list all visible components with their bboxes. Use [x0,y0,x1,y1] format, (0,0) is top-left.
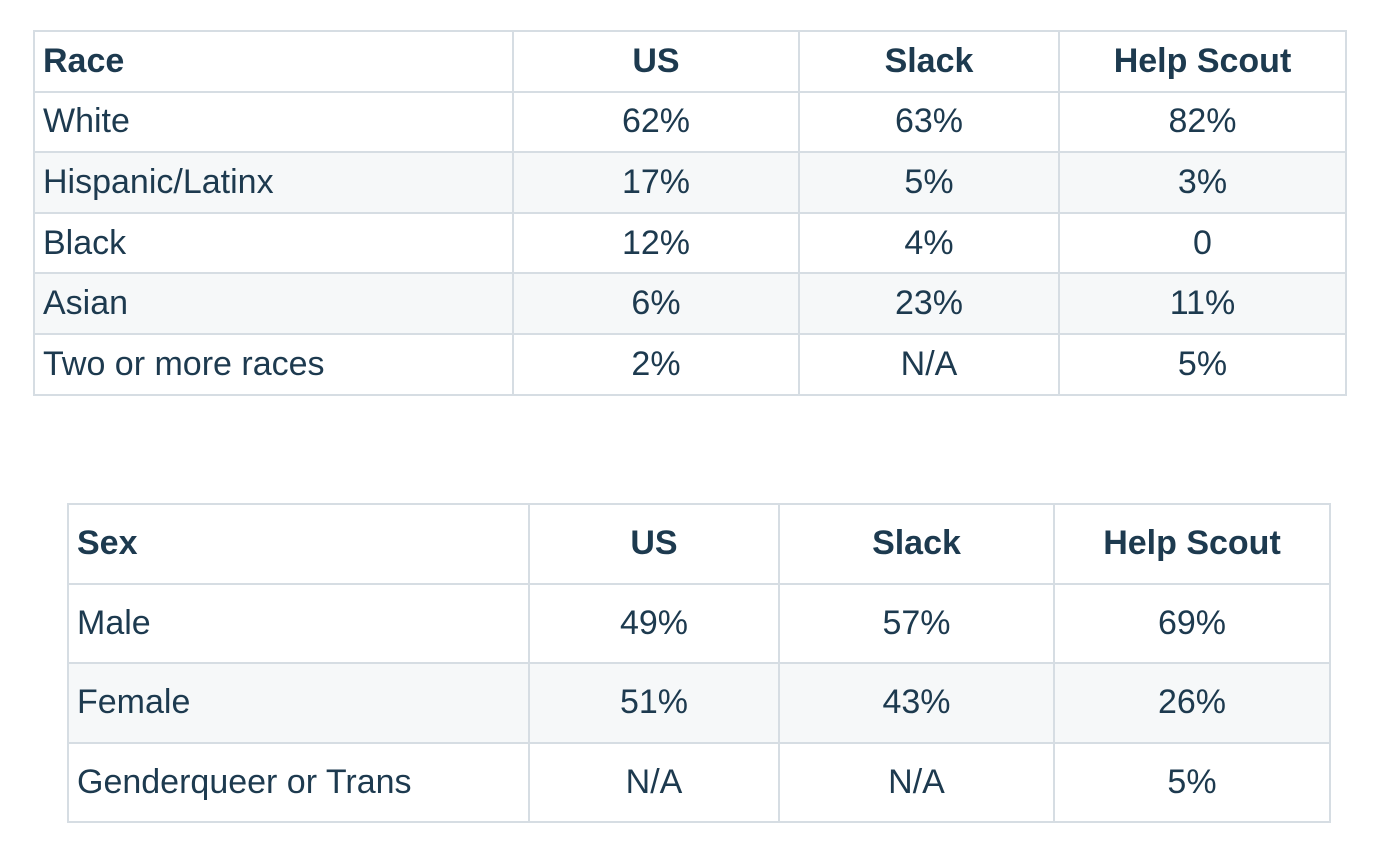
table-row: Asian 6% 23% 11% [33,272,1347,335]
row-label: Black [33,211,514,275]
row-label: Female [67,662,530,744]
cell-slack: 23% [798,272,1060,335]
table-row: Genderqueer or Trans N/A N/A 5% [67,741,1331,823]
header-us: US [528,503,780,585]
row-label: Genderqueer or Trans [67,741,530,823]
cell-us: 12% [512,211,800,275]
row-label: White [33,90,514,154]
header-slack: Slack [798,30,1060,93]
header-race: Race [33,30,514,93]
table-row: Two or more races 2% N/A 5% [33,332,1347,396]
cell-us: 49% [528,582,780,664]
cell-slack: N/A [778,741,1055,823]
row-label: Asian [33,272,514,335]
cell-help-scout: 11% [1058,272,1347,335]
race-table: Race US Slack Help Scout White 62% 63% 8… [33,30,1347,396]
cell-us: 17% [512,151,800,214]
cell-help-scout: 26% [1053,662,1331,744]
table-header-row: Sex US Slack Help Scout [67,503,1331,585]
header-help-scout: Help Scout [1058,30,1347,93]
cell-slack: 5% [798,151,1060,214]
cell-us: 6% [512,272,800,335]
header-us: US [512,30,800,93]
table-row: Hispanic/Latinx 17% 5% 3% [33,151,1347,214]
cell-us: N/A [528,741,780,823]
cell-help-scout: 3% [1058,151,1347,214]
row-label: Male [67,582,530,664]
header-sex: Sex [67,503,530,585]
cell-slack: 63% [798,90,1060,154]
cell-help-scout: 0 [1058,211,1347,275]
cell-help-scout: 82% [1058,90,1347,154]
row-label: Hispanic/Latinx [33,151,514,214]
table-row: Female 51% 43% 26% [67,662,1331,744]
cell-help-scout: 69% [1053,582,1331,664]
cell-slack: 4% [798,211,1060,275]
row-label: Two or more races [33,332,514,396]
table-row: Male 49% 57% 69% [67,582,1331,664]
cell-help-scout: 5% [1058,332,1347,396]
cell-us: 62% [512,90,800,154]
header-help-scout: Help Scout [1053,503,1331,585]
table-row: White 62% 63% 82% [33,90,1347,154]
cell-slack: N/A [798,332,1060,396]
cell-slack: 43% [778,662,1055,744]
cell-us: 51% [528,662,780,744]
header-slack: Slack [778,503,1055,585]
cell-slack: 57% [778,582,1055,664]
cell-us: 2% [512,332,800,396]
table-row: Black 12% 4% 0 [33,211,1347,275]
table-header-row: Race US Slack Help Scout [33,30,1347,93]
cell-help-scout: 5% [1053,741,1331,823]
sex-table: Sex US Slack Help Scout Male 49% 57% 69%… [67,503,1331,823]
